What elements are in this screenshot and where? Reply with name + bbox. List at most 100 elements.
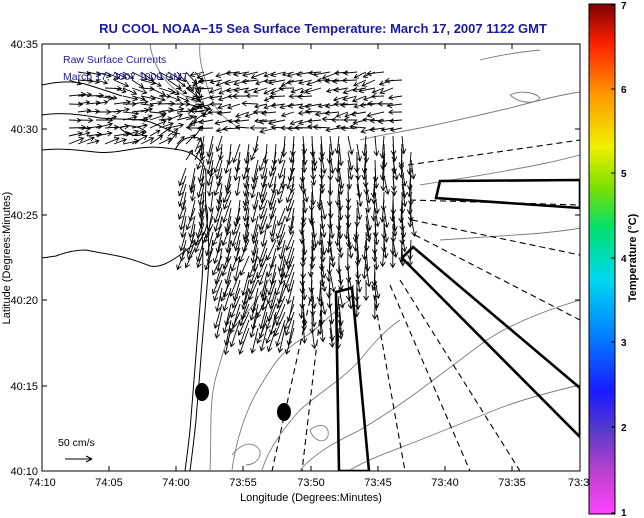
current-vector bbox=[77, 136, 95, 145]
current-vector bbox=[131, 122, 148, 129]
current-vector bbox=[131, 87, 148, 95]
current-vector bbox=[104, 137, 120, 145]
current-vector bbox=[68, 136, 85, 145]
current-vector bbox=[361, 255, 368, 280]
current-vector bbox=[234, 124, 250, 130]
current-vector bbox=[215, 215, 223, 239]
current-vector bbox=[77, 117, 94, 124]
current-vector bbox=[207, 175, 214, 197]
current-vector bbox=[222, 183, 232, 204]
current-vector bbox=[311, 143, 318, 167]
current-vector bbox=[285, 183, 295, 204]
current-vector bbox=[113, 138, 128, 145]
current-vector bbox=[260, 223, 268, 248]
current-vector bbox=[298, 119, 313, 126]
current-vector bbox=[223, 151, 232, 174]
current-vector bbox=[300, 239, 307, 263]
current-vector bbox=[189, 71, 205, 78]
current-vector bbox=[226, 143, 233, 166]
current-vector bbox=[213, 279, 223, 302]
current-vector bbox=[177, 175, 187, 197]
current-vectors bbox=[68, 70, 417, 356]
current-vector bbox=[215, 135, 223, 153]
inset-timestamp: March 17, 2007 1000 GMT bbox=[63, 71, 189, 83]
current-vector bbox=[176, 135, 185, 145]
current-vector bbox=[131, 99, 149, 106]
current-vector bbox=[389, 127, 403, 133]
current-vector bbox=[268, 191, 277, 211]
current-vector bbox=[289, 119, 304, 126]
current-vector bbox=[185, 105, 200, 113]
current-vector bbox=[310, 167, 317, 186]
current-vector bbox=[333, 86, 349, 93]
current-vector bbox=[178, 167, 187, 187]
current-vector bbox=[258, 239, 268, 263]
x-axis: 74:10 74:05 74:00 73:55 73:50 73:45 73:4… bbox=[28, 44, 589, 504]
current-vector bbox=[329, 319, 335, 342]
current-vector bbox=[349, 123, 367, 130]
current-vector bbox=[158, 71, 174, 80]
x-tick-label: 74:10 bbox=[28, 477, 56, 489]
current-vector bbox=[388, 109, 403, 115]
current-vector bbox=[275, 303, 286, 327]
current-vector bbox=[250, 71, 268, 80]
current-vector bbox=[217, 103, 232, 110]
current-vector bbox=[335, 111, 349, 118]
colorbar-tick-label: 2 bbox=[621, 423, 627, 434]
coastline bbox=[42, 81, 210, 471]
current-vector bbox=[353, 71, 367, 79]
current-vector bbox=[286, 271, 295, 293]
current-vector bbox=[351, 95, 367, 103]
current-vector bbox=[389, 118, 403, 124]
current-vector bbox=[285, 279, 295, 305]
current-vector bbox=[188, 215, 196, 239]
current-vector bbox=[186, 231, 196, 255]
current-vector bbox=[270, 102, 286, 109]
current-vector bbox=[285, 199, 295, 223]
coverage-blocks bbox=[334, 178, 580, 471]
current-vector bbox=[314, 111, 331, 117]
current-vector bbox=[383, 207, 390, 229]
current-vector bbox=[297, 93, 313, 100]
current-vector bbox=[364, 247, 371, 272]
current-vector bbox=[391, 143, 398, 163]
current-vector bbox=[320, 151, 327, 175]
current-vector bbox=[256, 319, 268, 344]
current-vector bbox=[326, 279, 332, 299]
current-vector bbox=[176, 247, 187, 271]
current-vector bbox=[131, 116, 149, 123]
current-vector bbox=[222, 271, 232, 298]
current-vector bbox=[233, 159, 241, 182]
current-vector bbox=[356, 271, 363, 293]
current-vector bbox=[197, 183, 205, 206]
current-vector bbox=[196, 151, 205, 170]
current-vector bbox=[194, 125, 204, 137]
current-vector bbox=[366, 111, 385, 118]
current-vector bbox=[167, 128, 179, 137]
current-vector bbox=[340, 125, 358, 132]
current-vector bbox=[284, 311, 295, 336]
current-vector bbox=[286, 247, 295, 270]
current-vector bbox=[149, 129, 161, 137]
current-vector bbox=[222, 311, 232, 334]
current-vector bbox=[288, 215, 295, 236]
current-vector bbox=[287, 102, 304, 109]
colorbar-tick-label: 6 bbox=[621, 85, 627, 96]
current-vector bbox=[233, 87, 250, 93]
current-vector bbox=[302, 183, 309, 203]
colorbar-tick-label: 7 bbox=[621, 1, 627, 12]
current-vector bbox=[185, 149, 193, 161]
current-vector bbox=[270, 71, 286, 78]
current-vector bbox=[230, 223, 241, 247]
current-vector bbox=[280, 111, 295, 118]
current-vector bbox=[347, 159, 354, 181]
current-vector bbox=[373, 135, 380, 157]
current-vector bbox=[185, 207, 196, 231]
current-vector bbox=[206, 151, 214, 175]
current-vector bbox=[278, 85, 295, 92]
current-vector bbox=[204, 231, 214, 257]
current-vector bbox=[263, 78, 277, 84]
current-vector bbox=[231, 287, 241, 309]
current-vector bbox=[329, 247, 336, 268]
current-vector bbox=[68, 124, 87, 131]
